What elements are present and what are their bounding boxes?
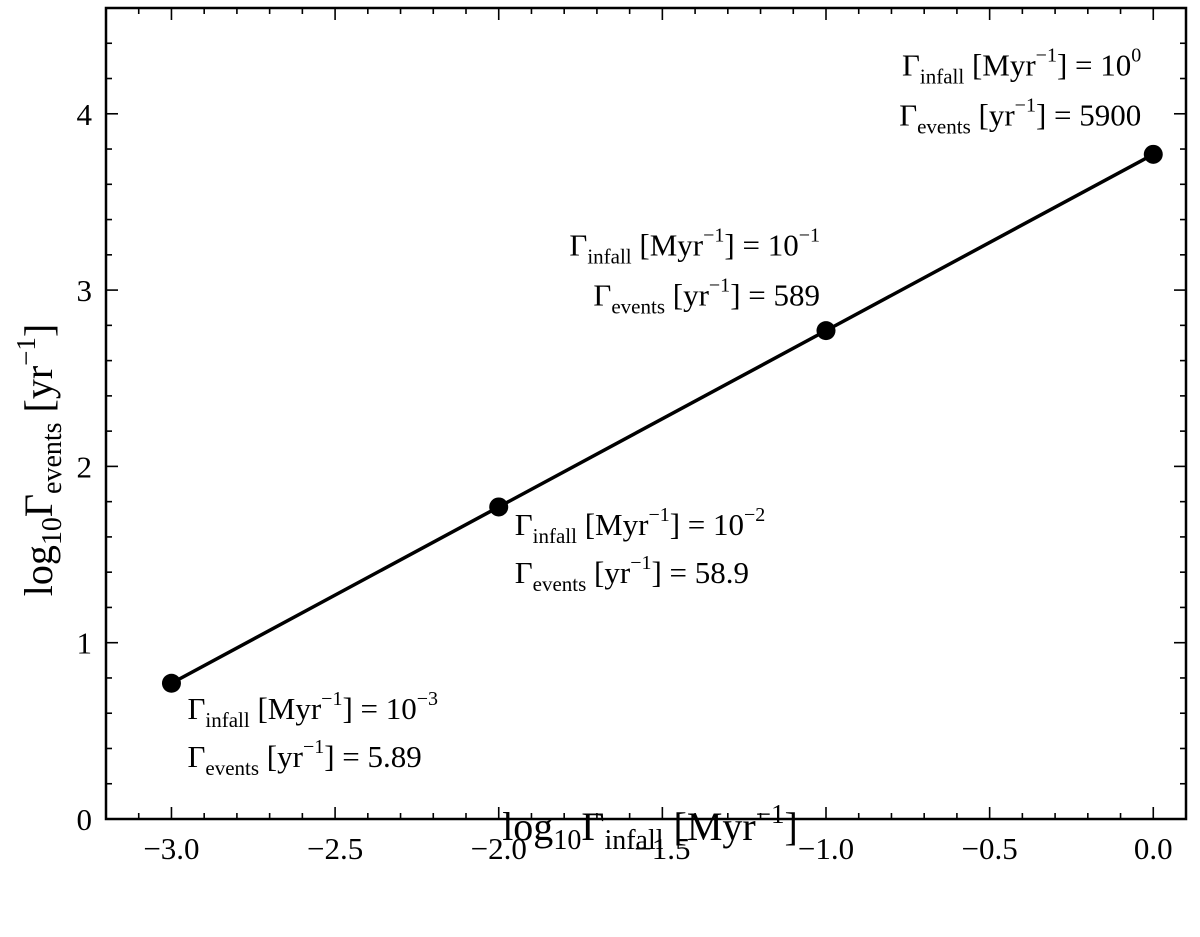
series-line — [170, 152, 1155, 685]
data-point — [489, 497, 509, 517]
data-point — [1143, 144, 1163, 164]
data-point — [816, 321, 836, 341]
y-tick-label: 2 — [77, 449, 93, 484]
x-tick-label: −2.0 — [471, 831, 527, 866]
annotation-infall: Γinfall [Myr−1] = 10−3 — [187, 688, 438, 732]
x-tick-label: −0.5 — [962, 831, 1018, 866]
x-tick-label: 0.0 — [1134, 831, 1173, 866]
annotation-infall: Γinfall [Myr−1] = 10−2 — [515, 504, 766, 548]
x-tick-label: −1.0 — [798, 831, 854, 866]
x-tick-label: −1.5 — [634, 831, 690, 866]
annotation-events: Γevents [yr−1] = 5.89 — [187, 736, 421, 780]
y-tick-label: 1 — [77, 626, 93, 661]
annotation-infall: Γinfall [Myr−1] = 10−1 — [569, 225, 820, 269]
y-tick-label: 4 — [77, 97, 93, 132]
annotation-infall: Γinfall [Myr−1] = 100 — [902, 44, 1141, 88]
annotation-events: Γevents [yr−1] = 589 — [593, 275, 820, 319]
axis-tick-labels: −3.0 −2.5 −2.0 −1.5 −1.0 −0.5 0.0 0 1 2 3 4 — [77, 97, 1173, 866]
y-tick-label: 0 — [77, 802, 93, 837]
y-axis-label: log10Γevents [yr−1] — [11, 324, 68, 596]
x-tick-label: −2.5 — [307, 831, 363, 866]
data-point — [161, 673, 181, 693]
plot-frame — [104, 6, 1188, 821]
y-tick-label: 3 — [77, 273, 93, 308]
x-tick-label: −3.0 — [143, 831, 199, 866]
data-series — [161, 144, 1163, 693]
x-axis-label: log10Γinfall [Myr−1] — [502, 799, 798, 856]
annotation-events: Γevents [yr−1] = 58.9 — [515, 552, 749, 596]
annotation-events: Γevents [yr−1] = 5900 — [899, 94, 1141, 138]
